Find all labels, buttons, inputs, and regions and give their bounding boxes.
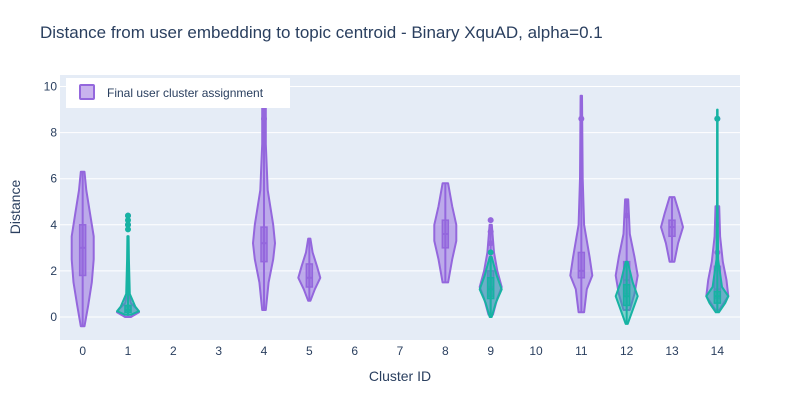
outlier-point: [487, 249, 494, 256]
y-tick-label: 2: [50, 264, 57, 278]
x-tick-label: 11: [575, 344, 588, 358]
y-axis-ticks: 0 2 4 6 8 10: [44, 80, 58, 324]
legend-label: Final user cluster assignment: [107, 86, 264, 100]
violin-iqr-box: [124, 304, 132, 314]
violin-iqr-box: [260, 226, 268, 263]
violin-cluster-12-secondary[interactable]: [614, 260, 639, 325]
outlier-point: [714, 115, 721, 122]
chart-title: Distance from user embedding to topic ce…: [40, 23, 603, 42]
outlier-point: [623, 212, 630, 219]
violin-iqr-box: [486, 277, 495, 300]
violin-iqr-box: [305, 263, 314, 288]
legend-background: [66, 78, 290, 108]
violin-iqr-box: [668, 219, 676, 238]
outlier-point: [578, 115, 585, 122]
violin-cluster-13[interactable]: [660, 196, 684, 263]
violin-iqr-box: [577, 251, 586, 279]
x-tick-label: 0: [79, 344, 86, 358]
x-tick-label: 8: [442, 344, 449, 358]
violin-cluster-8[interactable]: [433, 182, 458, 284]
x-tick-label: 12: [620, 344, 634, 358]
y-axis-title: Distance: [7, 180, 23, 235]
x-tick-label: 10: [529, 344, 543, 358]
violin-cluster-5[interactable]: [297, 237, 322, 302]
x-tick-label: 3: [215, 344, 222, 358]
x-axis-title: Cluster ID: [369, 368, 431, 384]
x-tick-label: 7: [397, 344, 404, 358]
legend-swatch: [79, 84, 95, 100]
outlier-point: [125, 217, 131, 224]
y-tick-label: 6: [50, 172, 57, 186]
outlier-point: [487, 228, 494, 235]
violin-cluster-4[interactable]: [252, 104, 276, 311]
violin-cluster-0[interactable]: [70, 170, 95, 328]
x-tick-label: 1: [125, 344, 132, 358]
outlier-point: [125, 221, 131, 228]
y-tick-label: 0: [50, 310, 57, 324]
outlier-point: [125, 226, 131, 233]
violin-iqr-box: [622, 283, 631, 307]
x-tick-label: 4: [261, 344, 268, 358]
violin-cluster-9-secondary[interactable]: [478, 249, 503, 318]
violin-cluster-11[interactable]: [569, 94, 594, 314]
plot-area: [60, 75, 740, 340]
legend[interactable]: Final user cluster assignment: [66, 78, 290, 108]
x-axis-ticks: 0 1 2 3 4 5 6 7 8 9 10 11 12 13 14: [79, 344, 724, 358]
y-tick-label: 4: [50, 218, 57, 232]
violin-cluster-1-secondary[interactable]: [116, 212, 140, 316]
x-tick-label: 14: [711, 344, 725, 358]
x-tick-label: 5: [306, 344, 313, 358]
y-tick-label: 8: [50, 126, 57, 140]
x-tick-label: 2: [170, 344, 177, 358]
x-tick-label: 13: [665, 344, 679, 358]
violin-iqr-box: [713, 290, 722, 304]
outlier-point: [487, 217, 494, 224]
violins: [70, 94, 730, 328]
x-tick-label: 6: [351, 344, 358, 358]
violin-iqr-box: [78, 224, 87, 277]
outlier-point: [487, 240, 494, 247]
outlier-point: [261, 115, 267, 122]
x-tick-label: 9: [487, 344, 494, 358]
y-tick-label: 10: [44, 80, 58, 94]
violin-cluster-14-secondary[interactable]: [705, 108, 730, 314]
outlier-point: [125, 212, 131, 219]
